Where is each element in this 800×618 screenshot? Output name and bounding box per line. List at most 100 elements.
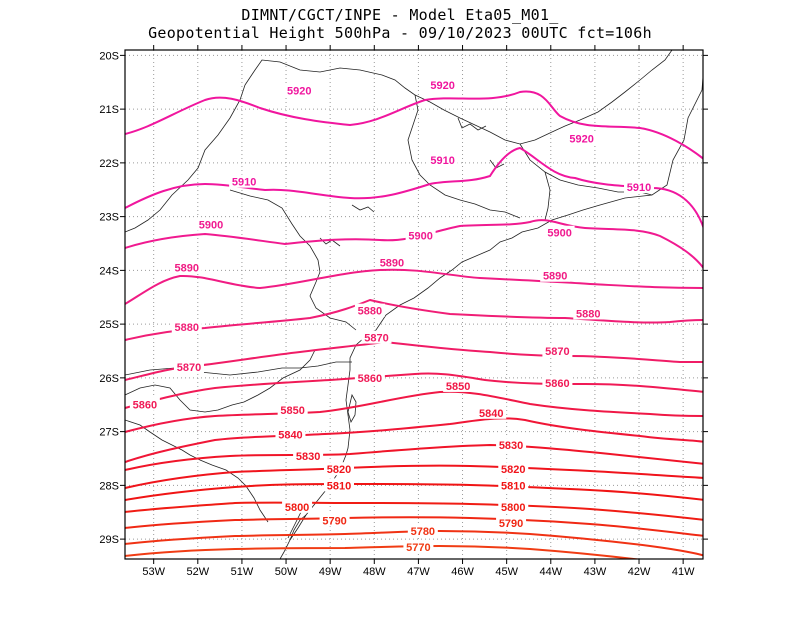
contour-label: 5880 [358, 306, 382, 318]
contour-label-bg [427, 153, 458, 167]
contour-label-bg [498, 462, 529, 476]
contour-label: 5910 [627, 182, 651, 194]
contour-label-bg [361, 330, 392, 344]
contour-label-bg [540, 268, 571, 282]
contour-5790 [125, 516, 703, 537]
x-tick-label: 45W [495, 566, 518, 578]
y-tick-label: 23S [99, 212, 119, 224]
x-tick-label: 42W [628, 566, 651, 578]
map-frame [124, 49, 704, 560]
contour-label: 5840 [278, 429, 302, 441]
contour-label-bg [498, 478, 529, 492]
state-border [125, 361, 352, 376]
contour-label-bg [573, 306, 604, 320]
map-title-line1: DIMNT/CGCT/INPE - Model Eta05_M01_ [241, 6, 559, 24]
contour-label: 5790 [322, 515, 346, 527]
y-tick-label: 26S [99, 373, 119, 385]
contour-label: 5900 [199, 220, 223, 232]
contour-label: 5800 [285, 502, 309, 514]
state-border [125, 84, 246, 233]
x-tick-label: 44W [539, 566, 562, 578]
contour-label-bg [284, 83, 315, 97]
contour-label-bg [427, 77, 458, 91]
y-tick-label: 22S [99, 158, 119, 170]
contour-label-bg [171, 319, 202, 333]
contour-label: 5830 [499, 440, 523, 452]
contour-5870 [125, 340, 703, 381]
contour-label-bg [282, 499, 313, 513]
contour-label: 5880 [175, 322, 199, 334]
contour-label-bg [498, 499, 529, 513]
y-tick-label: 21S [99, 104, 119, 116]
contour-label-bg [323, 478, 354, 492]
contour-label: 5810 [327, 480, 351, 492]
contour-label: 5800 [501, 502, 525, 514]
y-tick-label: 28S [99, 480, 119, 492]
contour-label: 5770 [406, 542, 430, 554]
y-tick-label: 25S [99, 319, 119, 331]
contour-label: 5860 [358, 373, 382, 385]
contour-5830 [125, 443, 703, 471]
contour-5770 [125, 544, 642, 559]
contour-5860 [125, 372, 703, 409]
contour-label: 5850 [280, 405, 304, 417]
contour-label: 5910 [232, 177, 256, 189]
y-tick-label: 24S [99, 265, 119, 277]
geopotential-contours [125, 90, 703, 559]
contour-label-bg [319, 513, 350, 527]
contour-label: 5870 [177, 362, 201, 374]
contour-label-bg [354, 303, 385, 317]
contour-label: 5820 [501, 464, 525, 476]
contour-label: 5810 [501, 480, 525, 492]
x-tick-label: 51W [231, 566, 254, 578]
contour-labels: 5920 5920 5920 5910 5910 5910 5900 5900 5900 5890… [129, 77, 655, 554]
x-tick-label: 50W [275, 566, 298, 578]
country-border [125, 349, 316, 413]
contour-label: 5820 [327, 464, 351, 476]
contour-label: 5900 [408, 230, 432, 242]
contour-label: 5890 [380, 257, 404, 269]
contour-label-bg [566, 131, 597, 145]
contour-label: 5880 [576, 308, 600, 320]
island-outline [347, 393, 357, 424]
state-border [229, 189, 357, 331]
axis-ticks: 53W 52W 51W 50W 49W 48W 47W 46W 45W 44W 43W 42W 41W 2… [99, 45, 708, 578]
contour-label-bg [354, 370, 385, 384]
contour-label: 5790 [499, 518, 523, 530]
contour-label: 5870 [545, 346, 569, 358]
contour-5850 [125, 390, 703, 433]
contour-label: 5920 [430, 80, 454, 92]
x-tick-label: 46W [451, 566, 474, 578]
contour-label-bg [171, 260, 202, 274]
contour-label: 5900 [547, 228, 571, 240]
contour-label: 5860 [545, 378, 569, 390]
contour-label: 5890 [543, 271, 567, 283]
map-title-line2: Geopotential Height 500hPa - 09/10/2023 … [148, 24, 652, 42]
contour-label-bg [275, 427, 306, 441]
y-tick-label: 27S [99, 427, 119, 439]
y-tick-label: 20S [99, 50, 119, 62]
x-tick-label: 43W [584, 566, 607, 578]
contour-label-bg [542, 343, 573, 357]
contour-5880 [125, 298, 703, 341]
contour-label-bg [624, 180, 655, 194]
contour-label-bg [229, 174, 260, 188]
x-tick-label: 41W [672, 566, 695, 578]
contour-label: 5910 [430, 155, 454, 167]
x-tick-label: 52W [186, 566, 209, 578]
contour-label-bg [544, 225, 575, 239]
contour-label-bg [196, 217, 227, 231]
contour-5800 [125, 501, 703, 521]
contour-label-bg [403, 540, 434, 554]
contour-label-bg [496, 438, 527, 452]
contour-label-bg [277, 403, 308, 417]
contour-5840 [125, 417, 703, 463]
state-border [414, 50, 673, 145]
x-tick-label: 49W [319, 566, 342, 578]
contour-label-bg [476, 405, 507, 419]
contour-label: 5920 [287, 85, 311, 97]
contour-label-bg [129, 397, 160, 411]
contour-label: 5920 [569, 134, 593, 146]
contour-5810 [125, 483, 703, 501]
country-border [125, 419, 269, 523]
